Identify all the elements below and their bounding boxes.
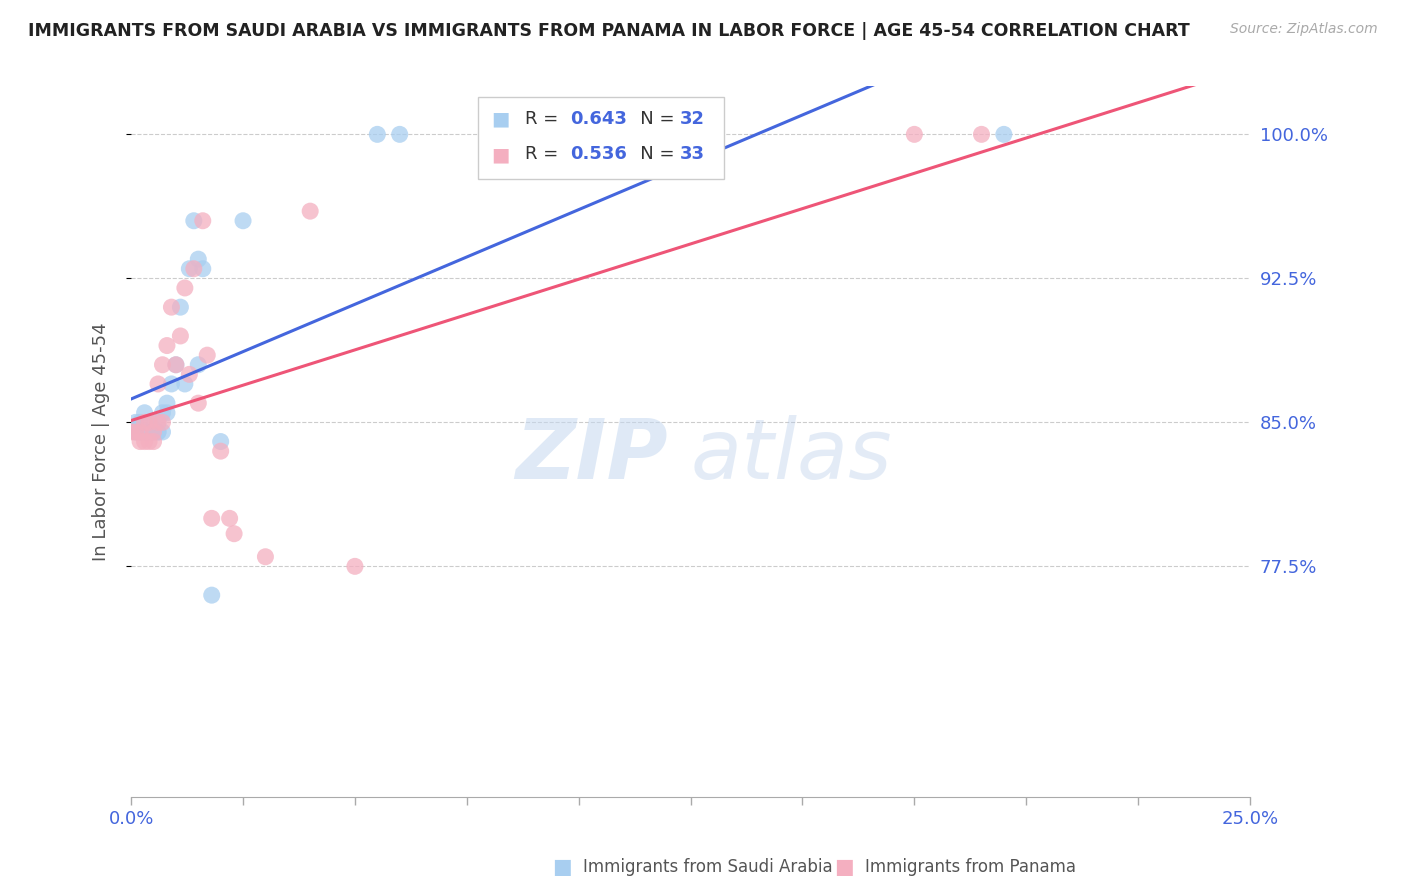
Point [146,425,169,439]
Point [142,434,165,449]
Point [201,588,224,602]
Point [142,425,165,439]
Text: ■: ■ [492,145,510,164]
Text: ■: ■ [553,857,572,877]
Point [173,281,195,295]
Point [129,434,152,449]
Point [129,425,152,439]
Text: N =: N = [623,145,681,163]
Point [173,376,195,391]
Point [218,511,240,525]
Point [152,406,174,420]
Point [191,261,214,276]
Point [165,358,187,372]
Point [191,213,214,227]
Point [142,425,165,439]
Point [201,511,224,525]
Text: 0.536: 0.536 [569,145,627,163]
Point [152,415,174,429]
Text: R =: R = [524,145,564,163]
Point [134,415,156,429]
Text: Immigrants from Panama: Immigrants from Panama [865,858,1076,876]
Text: ■: ■ [492,110,510,128]
Point [179,261,201,276]
Text: 32: 32 [679,110,704,128]
Point [187,358,209,372]
Text: Source: ZipAtlas.com: Source: ZipAtlas.com [1230,22,1378,37]
Point [187,252,209,267]
Point [183,213,205,227]
Point [156,396,179,410]
Point [169,329,191,343]
Point [120,425,142,439]
Point [388,128,411,142]
Point [152,425,174,439]
Point [138,415,160,429]
Point [165,358,187,372]
Point [138,434,160,449]
Point [134,434,156,449]
Point [152,358,174,372]
Point [134,406,156,420]
Point [160,300,183,314]
Text: Immigrants from Saudi Arabia: Immigrants from Saudi Arabia [583,858,834,876]
Point [366,128,388,142]
Point [134,425,156,439]
Point [209,434,232,449]
Point [138,415,160,429]
Text: ■: ■ [834,857,853,877]
Point [232,213,254,227]
Point [146,415,169,429]
Text: ZIP: ZIP [516,416,668,496]
Point [299,204,322,219]
Point [129,415,152,429]
Point [138,425,160,439]
Point [146,376,169,391]
Point [903,128,925,142]
Point [187,396,209,410]
Point [156,338,179,352]
Point [124,425,146,439]
Point [142,419,165,434]
Point [195,348,218,362]
Point [146,425,169,439]
Point [970,128,993,142]
Point [209,444,232,458]
Point [156,406,179,420]
FancyBboxPatch shape [478,97,724,178]
Text: 0.643: 0.643 [569,110,627,128]
Point [124,415,146,429]
Point [179,368,201,382]
Point [129,425,152,439]
Point [146,415,169,429]
Point [183,261,205,276]
Text: 33: 33 [679,145,704,163]
Text: atlas: atlas [690,416,893,496]
Text: N =: N = [623,110,681,128]
Point [169,300,191,314]
Point [254,549,277,564]
Text: IMMIGRANTS FROM SAUDI ARABIA VS IMMIGRANTS FROM PANAMA IN LABOR FORCE | AGE 45-5: IMMIGRANTS FROM SAUDI ARABIA VS IMMIGRAN… [28,22,1189,40]
Point [993,128,1015,142]
Point [160,376,183,391]
Text: R =: R = [524,110,564,128]
Point [222,526,245,541]
Point [124,425,146,439]
Point [343,559,366,574]
Y-axis label: In Labor Force | Age 45-54: In Labor Force | Age 45-54 [93,322,110,561]
